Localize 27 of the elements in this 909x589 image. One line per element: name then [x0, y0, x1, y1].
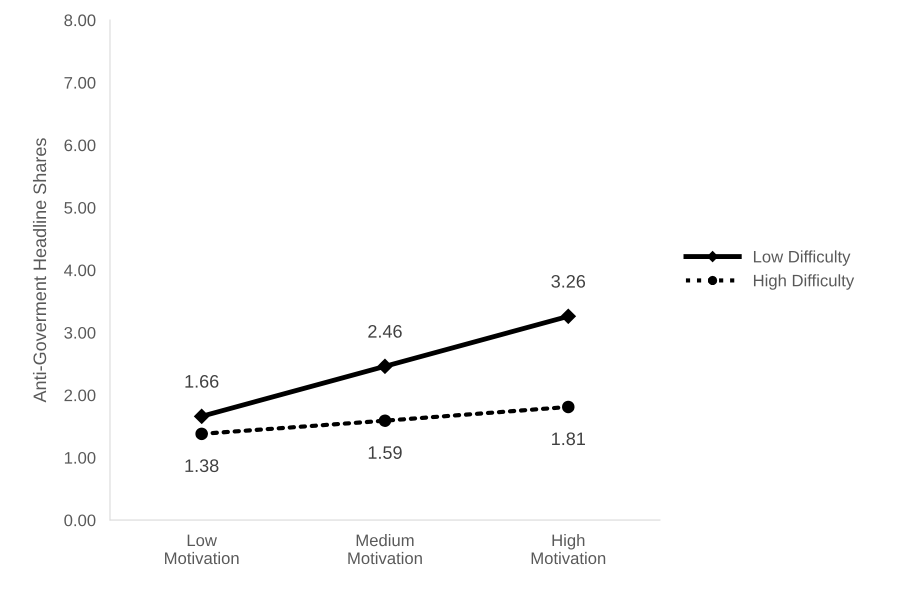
- y-tick-label: 3.00: [64, 326, 96, 339]
- data-label: 1.81: [552, 432, 585, 446]
- point: [378, 414, 392, 427]
- data-label: 1.66: [185, 374, 218, 388]
- data-label: 1.59: [368, 446, 402, 459]
- point: [194, 408, 210, 424]
- y-axis-title: Anti-Goverment Headline Shares: [32, 138, 46, 402]
- point: [377, 358, 393, 374]
- point: [562, 400, 575, 414]
- y-tick-label: 2.00: [64, 389, 96, 402]
- y-tick-label: 8.00: [64, 14, 96, 26]
- y-tick-label: 7.00: [64, 76, 96, 89]
- x-tick-label: High Motivation: [532, 534, 606, 564]
- point: [560, 308, 576, 324]
- data-label: 1.38: [185, 459, 218, 472]
- y-tick-label: 0.00: [64, 514, 96, 526]
- y-tick-label: 5.00: [64, 202, 96, 214]
- y-tick-label: 1.00: [64, 452, 96, 464]
- x-tick-label: Medium Motivation: [348, 534, 422, 564]
- legend-label: High Difficulty: [754, 274, 854, 290]
- data-label: 3.26: [551, 274, 586, 288]
- legend-label: Low Difficulty: [754, 250, 850, 266]
- data-label: 2.46: [368, 324, 402, 338]
- x-tick-label: Low Motivation: [165, 534, 239, 564]
- y-tick-label: 4.00: [64, 264, 96, 276]
- y-tick-label: 6.00: [64, 139, 96, 152]
- point: [195, 428, 208, 440]
